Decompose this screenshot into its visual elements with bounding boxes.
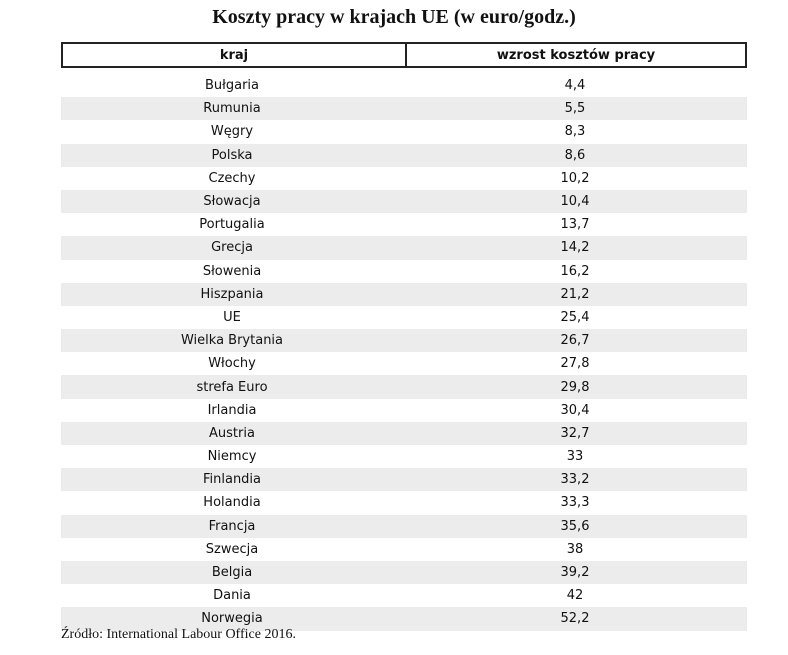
cost-value-cell: 27,8	[560, 356, 590, 372]
table-row: Czechy 10,2	[61, 166, 747, 190]
table-row: UE 25,4	[61, 305, 747, 330]
cost-value-cell: 26,7	[560, 333, 590, 349]
table-row: Szwecja 38	[61, 537, 747, 561]
cost-value-cell: 33,2	[560, 472, 590, 488]
table-row: Niemcy 33	[61, 445, 747, 469]
cost-value-cell: 10,4	[560, 194, 590, 210]
cost-value-cell: 33	[566, 449, 584, 465]
cost-value-cell: 10,2	[560, 170, 590, 186]
cost-value-cell: 5,5	[564, 101, 586, 117]
country-cell: Grecja	[211, 240, 253, 256]
table-header: kraj wzrost kosztów pracy	[61, 42, 747, 68]
table-row: Bułgaria 4,4	[61, 74, 747, 98]
country-cell: Portugalia	[199, 217, 265, 233]
country-cell: Dania	[213, 588, 251, 604]
table-row: Dania 42	[61, 584, 747, 608]
cost-value-cell: 8,3	[564, 124, 586, 140]
cost-value-cell: 32,7	[560, 425, 590, 441]
table-row: Francja 35,6	[61, 514, 747, 538]
country-cell: Bułgaria	[205, 78, 259, 94]
country-cell: Rumunia	[203, 101, 261, 117]
cost-value-cell: 13,7	[560, 217, 590, 233]
table-row: Norwegia 52,2	[61, 607, 747, 631]
table-row: Rumunia 5,5	[61, 97, 747, 121]
source-note: Źródło: International Labour Office 2016…	[61, 627, 296, 642]
country-cell: Belgia	[211, 565, 253, 581]
table-row: Finlandia 33,2	[61, 468, 747, 492]
cost-value-cell: 8,6	[564, 147, 586, 163]
cost-value-cell: 4,4	[564, 78, 586, 94]
country-cell: Słowacja	[203, 194, 261, 210]
cost-value-cell: 35,6	[560, 518, 590, 534]
country-cell: Francja	[208, 518, 256, 534]
cost-value-cell: 30,4	[560, 402, 590, 418]
country-cell: Finlandia	[202, 472, 262, 488]
cost-value-cell: 14,2	[560, 240, 590, 256]
country-cell: Irlandia	[207, 402, 257, 418]
country-cell: Szwecja	[205, 541, 259, 557]
table-row: Holandia 33,3	[61, 491, 747, 515]
country-cell: Niemcy	[207, 449, 257, 465]
table-row: Belgia 39,2	[61, 560, 747, 585]
country-cell: Słowenia	[202, 263, 262, 279]
table-row: Wielka Brytania 26,7	[61, 329, 747, 353]
table-row: Polska 8,6	[61, 143, 747, 167]
country-cell: Austria	[209, 425, 255, 441]
cost-value-cell: 39,2	[560, 565, 590, 581]
column-header-cost-growth: wzrost kosztów pracy	[496, 47, 656, 63]
table-row: Portugalia 13,7	[61, 213, 747, 237]
table-row: Włochy 27,8	[61, 352, 747, 376]
country-cell: Norwegia	[201, 611, 263, 627]
table-row: Słowenia 16,2	[61, 259, 747, 283]
cost-value-cell: 29,8	[560, 379, 590, 395]
country-cell: Węgry	[210, 124, 254, 140]
cost-value-cell: 38	[566, 541, 584, 557]
country-cell: strefa Euro	[196, 379, 268, 395]
country-cell: Czechy	[208, 170, 256, 186]
table-row: Irlandia 30,4	[61, 398, 747, 422]
cost-value-cell: 42	[566, 588, 584, 604]
country-cell: Wielka Brytania	[180, 333, 284, 349]
page-title: Koszty pracy w krajach UE (w euro/godz.)	[212, 6, 576, 28]
cost-value-cell: 16,2	[560, 263, 590, 279]
table-body: Bułgaria 4,4 Rumunia 5,5 Węgry 8,3 Polska 8,6 Cz…	[61, 74, 747, 631]
cost-value-cell: 21,2	[560, 286, 590, 302]
country-cell: Polska	[211, 147, 253, 163]
table-row: Hiszpania 21,2	[61, 282, 747, 306]
country-cell: Holandia	[203, 495, 261, 511]
column-header-country: kraj	[63, 44, 407, 66]
table-row: Węgry 8,3	[61, 120, 747, 144]
table-row: Austria 32,7	[61, 421, 747, 445]
country-cell: Hiszpania	[200, 286, 264, 302]
cost-value-cell: 25,4	[560, 309, 590, 325]
cost-value-cell: 33,3	[560, 495, 590, 511]
table-row: Grecja 14,2	[61, 236, 747, 260]
cost-value-cell: 52,2	[560, 611, 590, 627]
country-cell: UE	[223, 309, 241, 325]
labor-cost-table: kraj wzrost kosztów pracy Bułgaria 4,4 Rum…	[61, 42, 747, 631]
country-cell: Włochy	[208, 356, 256, 372]
table-row: Słowacja 10,4	[61, 189, 747, 214]
table-row: strefa Euro 29,8	[61, 375, 747, 399]
